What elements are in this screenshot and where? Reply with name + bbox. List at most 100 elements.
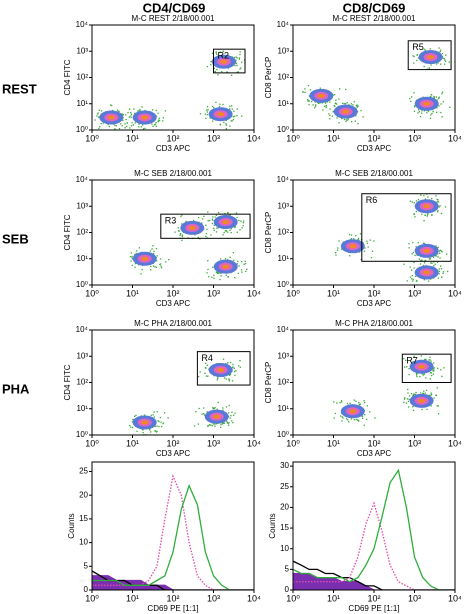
y-tick-label: 30	[280, 461, 289, 470]
y-tick-label: 10³	[76, 201, 88, 210]
event-dot	[374, 417, 376, 419]
event-dot	[239, 359, 241, 362]
event-dot	[432, 256, 435, 258]
x-tick-label: 10⁰	[286, 593, 300, 603]
event-dot	[207, 424, 209, 427]
x-axis-label: CD3 APC	[357, 449, 391, 458]
y-tick-label: 10²	[277, 73, 289, 82]
event-dot	[433, 362, 435, 364]
event-dot	[240, 261, 243, 263]
panel: M-C PHA 2/18/00.001 R4 10⁰ 10¹ 10² 10³ 10⁴ 10⁰ 1…	[63, 319, 261, 458]
x-tick-label: 10⁰	[85, 133, 99, 143]
cluster	[129, 411, 169, 435]
gate-label: R3	[165, 216, 177, 226]
x-tick-label: 10²	[367, 133, 380, 143]
event-dot	[436, 99, 438, 101]
event-dot	[201, 413, 203, 415]
event-dot	[241, 271, 243, 273]
event-dot	[335, 103, 338, 105]
event-dot	[413, 261, 415, 264]
event-dot	[427, 212, 429, 215]
event-dot	[227, 424, 230, 426]
event-dot	[130, 426, 132, 428]
event-dot	[412, 409, 415, 412]
event-dot	[209, 117, 211, 119]
event-dot	[236, 57, 238, 59]
event-dot	[353, 238, 355, 240]
event-dot	[439, 257, 441, 259]
event-dot	[193, 425, 196, 427]
event-dot	[232, 366, 234, 368]
event-dot	[334, 412, 337, 415]
x-tick-label: 10³	[408, 288, 421, 298]
event-dot	[211, 52, 214, 54]
event-dot	[437, 405, 440, 407]
event-dot	[239, 53, 241, 56]
event-dot	[314, 107, 316, 109]
event-dot	[168, 258, 170, 261]
y-tick-label: 10⁴	[76, 20, 89, 29]
cluster	[409, 91, 451, 119]
density-core	[418, 398, 426, 403]
event-dot	[413, 213, 415, 216]
y-tick-label: 10²	[277, 228, 289, 237]
event-dot	[438, 105, 440, 107]
event-dot	[412, 251, 415, 254]
x-tick-label: 10¹	[126, 593, 139, 603]
event-dot	[234, 115, 236, 117]
gate	[160, 213, 251, 239]
event-dot	[179, 234, 181, 236]
y-tick-label: 20	[280, 503, 289, 512]
event-dot	[236, 216, 238, 219]
event-dot	[222, 103, 224, 106]
event-dot	[355, 104, 358, 107]
event-dot	[152, 245, 154, 247]
event-dot	[222, 234, 224, 236]
event-dot	[415, 245, 417, 248]
event-dot	[127, 111, 129, 114]
event-dot	[122, 116, 124, 119]
event-dot	[153, 124, 156, 126]
event-dot	[150, 269, 152, 271]
event-dot	[151, 248, 153, 250]
event-dot	[238, 219, 240, 222]
event-dot	[197, 236, 200, 239]
event-dot	[158, 117, 160, 119]
event-dot	[410, 100, 412, 102]
event-dot	[140, 126, 143, 128]
event-dot	[236, 115, 238, 117]
histogram-line	[92, 570, 254, 590]
event-dot	[433, 96, 435, 98]
event-dot	[156, 411, 158, 413]
event-dot	[412, 394, 415, 396]
event-dot	[226, 71, 228, 73]
cluster	[335, 233, 375, 261]
event-dot	[440, 369, 442, 371]
y-tick-label: 20	[79, 490, 88, 499]
event-dot	[163, 412, 166, 414]
event-dot	[206, 109, 208, 111]
event-dot	[419, 116, 422, 118]
event-dot	[403, 263, 405, 265]
event-dot	[444, 60, 447, 62]
event-dot	[110, 104, 112, 106]
event-dot	[356, 419, 359, 421]
event-dot	[234, 65, 236, 67]
event-dot	[142, 128, 145, 130]
event-dot	[138, 109, 140, 112]
event-dot	[429, 356, 431, 359]
event-dot	[407, 392, 409, 394]
event-dot	[217, 211, 220, 214]
cluster	[412, 45, 450, 70]
histogram-line	[293, 560, 455, 590]
event-dot	[114, 124, 116, 126]
gate-label: R4	[201, 353, 213, 363]
cluster	[198, 358, 241, 382]
event-dot	[157, 112, 159, 114]
event-dot	[206, 411, 208, 413]
event-dot	[203, 407, 205, 409]
y-tick-label: 10⁴	[277, 325, 290, 334]
density-core	[317, 93, 325, 98]
event-dot	[417, 241, 419, 244]
